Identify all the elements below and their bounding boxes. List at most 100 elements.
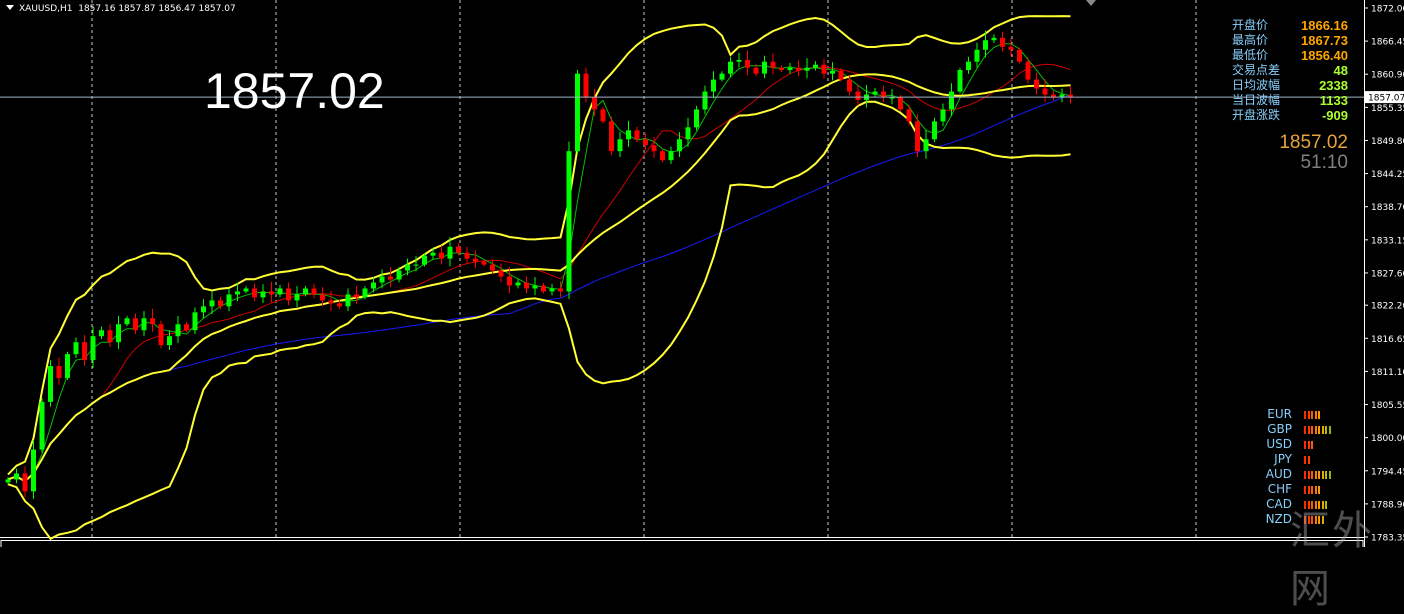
strength-row: CAD: [1258, 497, 1332, 512]
candle-body: [507, 276, 512, 286]
info-label: 最高价: [1232, 33, 1269, 47]
strength-bar: [1318, 410, 1320, 419]
candle-body: [107, 330, 113, 343]
axis-tick-label: 1849.80: [1371, 137, 1404, 147]
currency-label: GBP: [1267, 422, 1292, 436]
strength-bar: [1325, 425, 1327, 434]
strength-bar: [1314, 485, 1317, 494]
candle-body: [617, 139, 623, 152]
axis-tick-label: 1844.25: [1371, 170, 1404, 180]
candle-body: [260, 291, 266, 298]
candle-body: [1000, 37, 1005, 47]
strength-bar: [1304, 425, 1306, 434]
candle-body: [702, 91, 708, 110]
axis-tick-label: 1805.55: [1371, 401, 1404, 411]
strength-bar: [1318, 485, 1320, 494]
candle-body: [252, 288, 257, 298]
candle-body: [949, 91, 954, 110]
chart-shift-marker-icon: [1086, 0, 1096, 6]
candle-body: [753, 67, 759, 74]
candle-body: [685, 127, 691, 140]
candle-body: [311, 288, 317, 295]
strength-bar: [1311, 500, 1313, 509]
candle-body: [320, 294, 325, 301]
candle-body: [609, 121, 614, 152]
candle-body: [813, 64, 818, 68]
candle-body: [762, 61, 767, 74]
strength-row: USD: [1258, 437, 1332, 452]
bar-timer: 51:10: [1300, 152, 1348, 173]
axis-tick-label: 1866.45: [1371, 38, 1404, 48]
strength-bar: [1328, 470, 1331, 479]
strength-bar: [1311, 515, 1313, 524]
candle-body: [736, 59, 742, 62]
info-panel: 开盘价 1866.16 最高价 1867.73 最低价 1856.40 交易点差 48 日均波幅…: [1232, 18, 1348, 123]
axis-tick-label: 1838.70: [1371, 203, 1404, 213]
strength-bar: [1325, 500, 1327, 509]
candle-body: [932, 121, 937, 140]
chart-title: XAUUSD,H1 1857.16 1857.87 1856.47 1857.0…: [6, 4, 236, 14]
info-label: 最低价: [1232, 48, 1269, 62]
candle-body: [73, 342, 79, 355]
strength-bar: [1321, 500, 1324, 509]
dropdown-triangle-icon[interactable]: [6, 5, 14, 10]
candle-body: [243, 288, 249, 292]
axis-tick-label: 1788.90: [1371, 500, 1404, 510]
strength-row: EUR: [1258, 407, 1332, 422]
candle-body: [524, 282, 529, 289]
candle-body: [201, 306, 206, 313]
currency-label: AUD: [1265, 467, 1292, 481]
candle-body: [184, 324, 189, 331]
ma-mid-line: [7, 63, 1071, 483]
candle-body: [430, 252, 436, 256]
candle-body: [277, 288, 283, 295]
candle-body: [855, 91, 861, 100]
candle-body: [1042, 88, 1048, 95]
candle-body: [626, 130, 631, 140]
candle-body: [889, 97, 895, 99]
axis-tick-label: 1860.90: [1371, 71, 1404, 81]
currency-label: CAD: [1266, 497, 1292, 511]
strength-bar: [1307, 515, 1310, 524]
info-value: 1866.16: [1301, 18, 1348, 33]
info-value: -909: [1321, 108, 1348, 123]
axis-tick-label: 1833.15: [1371, 236, 1404, 246]
candle-body: [651, 145, 657, 152]
candle-body: [515, 282, 521, 286]
candle-body: [422, 255, 427, 265]
info-row: 开盘价 1866.16: [1232, 18, 1348, 33]
axis-tick-label: 1816.65: [1371, 335, 1404, 345]
candle-body: [660, 151, 665, 161]
candle-body: [1068, 94, 1073, 98]
strength-bar: [1325, 470, 1327, 479]
price-chart[interactable]: 1872.00 1866.45 1860.90 1855.35 1849.80 1844.…: [0, 0, 1404, 547]
strength-bar: [1318, 470, 1320, 479]
candle-body: [779, 67, 784, 71]
candle-body: [974, 49, 980, 62]
candle-body: [354, 294, 359, 298]
strength-bar: [1311, 440, 1313, 449]
strength-bar: [1321, 515, 1324, 524]
candle-body: [957, 70, 963, 92]
strength-bar: [1304, 515, 1306, 524]
currency-label: EUR: [1267, 407, 1292, 421]
candle-body: [575, 73, 580, 152]
axis-tick-label: 1872.00: [1371, 5, 1404, 15]
candle-body: [90, 336, 96, 361]
strength-bar: [1321, 425, 1324, 434]
symbol-label: XAUUSD,H1: [19, 4, 73, 14]
candle-body: [838, 70, 844, 80]
candle-body: [711, 79, 716, 92]
info-value: 1133: [1319, 93, 1348, 108]
strength-bar: [1311, 410, 1313, 419]
strength-bar: [1304, 410, 1306, 419]
candle-body: [694, 109, 699, 128]
strength-bar: [1314, 425, 1317, 434]
info-value: 1867.73: [1301, 33, 1348, 48]
info-label: 交易点差: [1232, 63, 1281, 77]
candle-body: [405, 264, 410, 271]
candle-body: [116, 324, 121, 343]
strength-bar: [1304, 500, 1306, 509]
candle-body: [634, 130, 640, 140]
candle-body: [898, 97, 903, 110]
